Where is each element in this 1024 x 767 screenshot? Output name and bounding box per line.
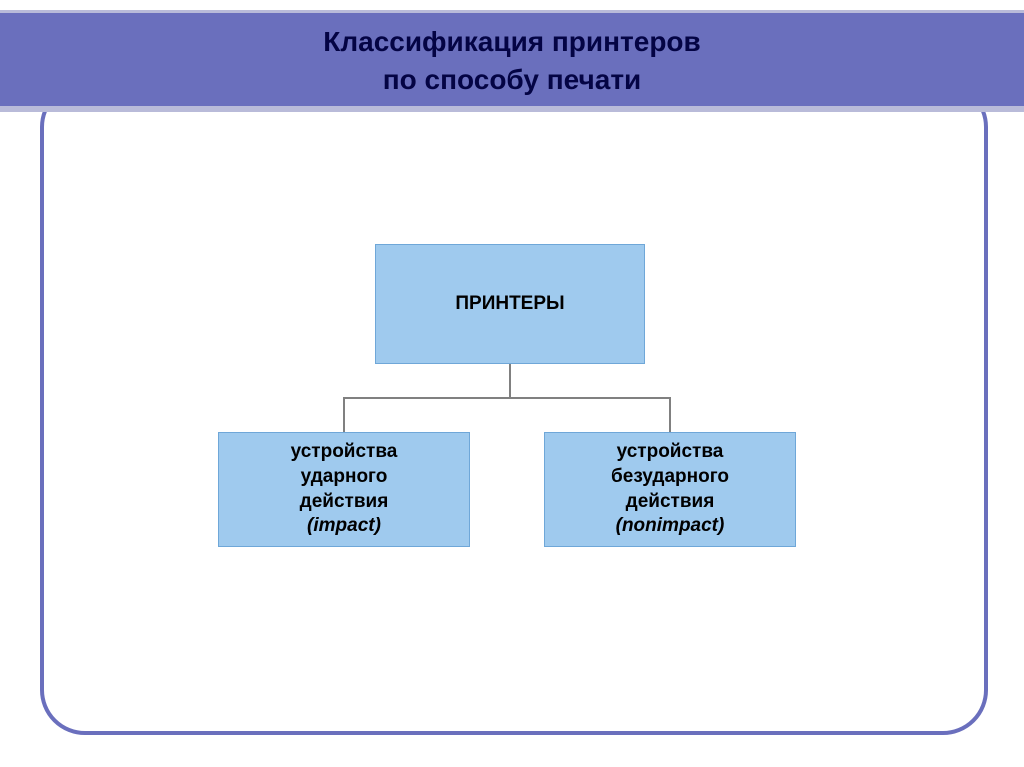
node-left: устройства ударного действия(impact)	[218, 432, 470, 547]
node-label-bold: устройства безударного действия	[611, 440, 729, 514]
node-label-italic: (impact)	[291, 514, 398, 539]
node-label-italic: (nonimpact)	[611, 514, 729, 539]
slide: Классификация принтеров по способу печат…	[0, 0, 1024, 767]
title-bar: Классификация принтеров по способу печат…	[0, 10, 1024, 112]
node-label-bold: ПРИНТЕРЫ	[455, 292, 564, 317]
node-label-bold: устройства ударного действия	[291, 440, 398, 514]
title-line-2: по способу печати	[0, 61, 1024, 99]
node-right: устройства безударного действия(nonimpac…	[544, 432, 796, 547]
node-root: ПРИНТЕРЫ	[375, 244, 645, 364]
diagram-nodes: ПРИНТЕРЫ устройства ударного действия(imp…	[0, 0, 1024, 767]
title-line-1: Классификация принтеров	[0, 23, 1024, 61]
